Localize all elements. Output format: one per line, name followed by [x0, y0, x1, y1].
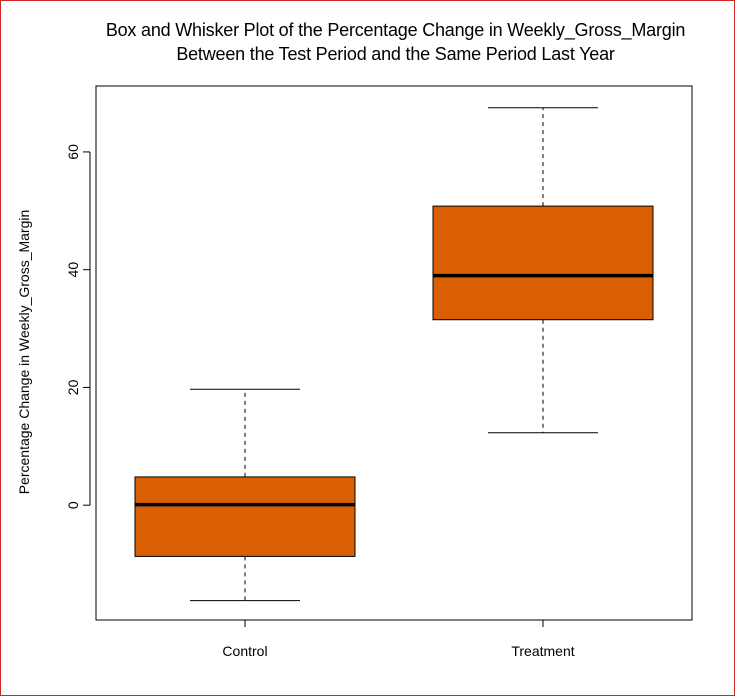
x-axis: Control Treatment	[222, 620, 575, 659]
y-axis: 0 20 40 60	[65, 144, 91, 509]
plot-area	[95, 85, 693, 621]
chart-subtitle: Between the Test Period and the Same Per…	[176, 44, 615, 64]
y-tick-label: 40	[65, 262, 81, 278]
x-tick-label: Control	[222, 643, 267, 659]
y-tick-label: 20	[65, 379, 81, 395]
iqr-box	[432, 205, 654, 321]
box-treatment	[432, 107, 654, 434]
x-tick-label: Treatment	[511, 643, 574, 659]
iqr-box	[134, 476, 356, 557]
boxes-group	[134, 107, 654, 602]
chart-title: Box and Whisker Plot of the Percentage C…	[105, 20, 686, 40]
y-tick-label: 0	[65, 501, 81, 509]
y-axis-label: Percentage Change in Weekly_Gross_Margin	[16, 210, 32, 495]
box-control	[134, 388, 356, 602]
y-tick-label: 60	[65, 144, 81, 160]
